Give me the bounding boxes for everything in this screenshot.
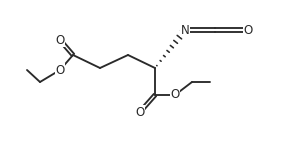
Text: O: O xyxy=(135,105,145,118)
Text: O: O xyxy=(55,33,65,46)
Text: O: O xyxy=(243,24,253,36)
Text: N: N xyxy=(181,24,189,36)
Text: O: O xyxy=(170,88,180,102)
Text: O: O xyxy=(55,63,65,76)
